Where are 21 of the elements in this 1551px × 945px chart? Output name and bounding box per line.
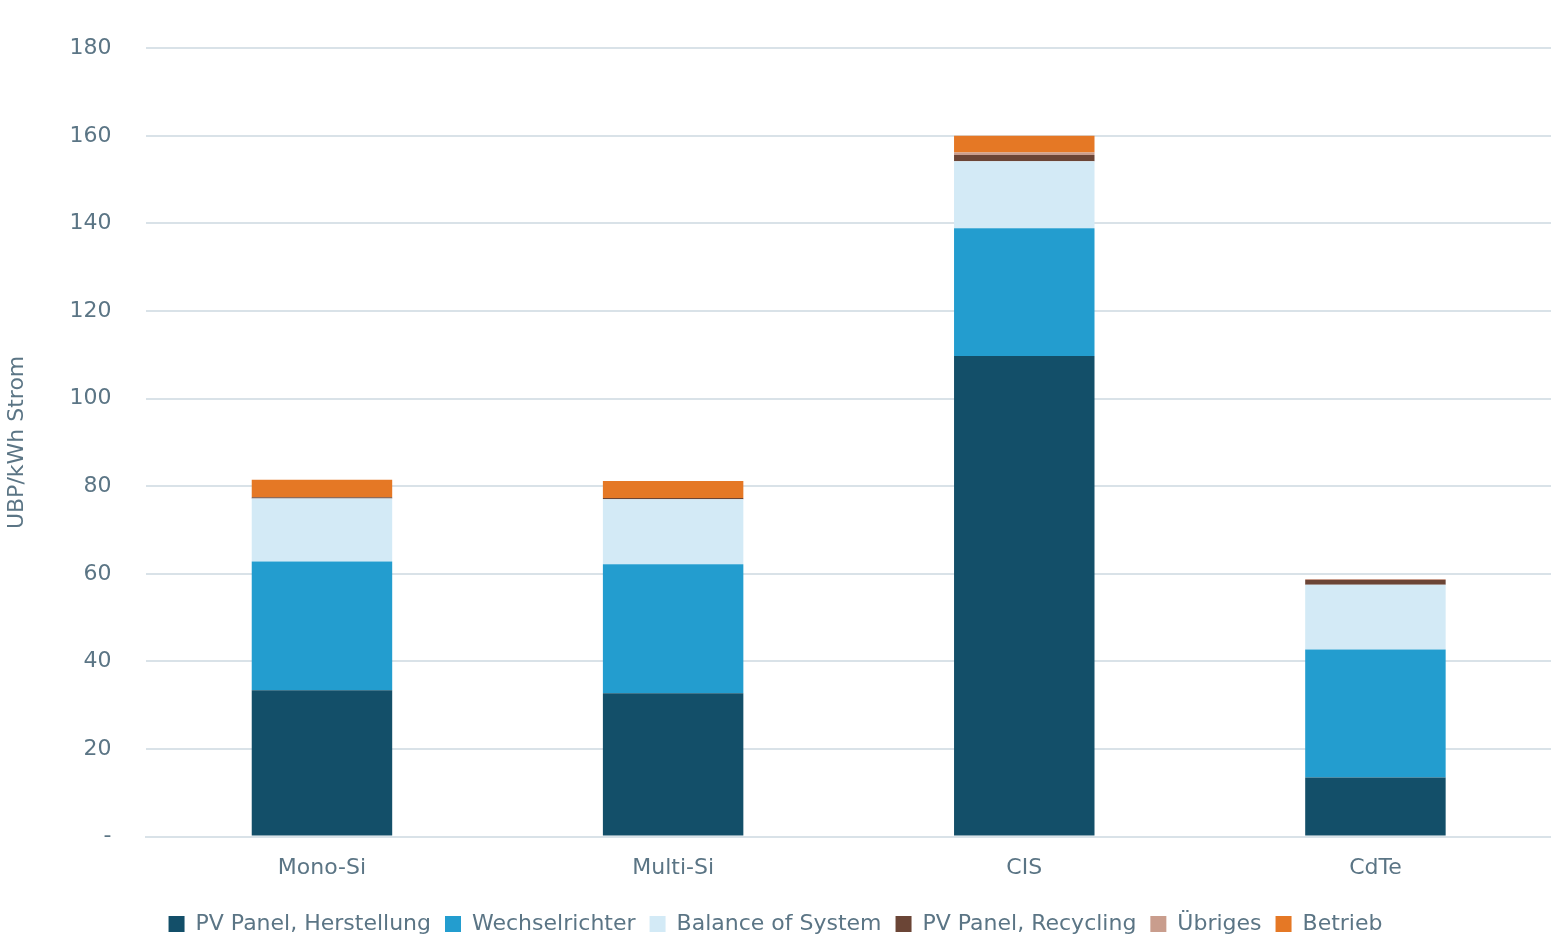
y-tick-label: 180 (69, 33, 112, 59)
y-axis-title: UBP/kWh Strom (2, 355, 28, 530)
y-tick-label: - (103, 822, 112, 848)
x-tick-label: Multi-Si (632, 853, 715, 879)
legend-label: Betrieb (1302, 909, 1383, 935)
legend-label: PV Panel, Recycling (922, 909, 1137, 935)
y-tick-label: 140 (69, 209, 112, 235)
y-tick-label: 120 (69, 296, 112, 322)
legend-label: PV Panel, Herstellung (195, 909, 432, 935)
y-tick-label: 60 (83, 559, 112, 585)
x-tick-label: CdTe (1349, 853, 1402, 879)
y-tick-label: 40 (83, 647, 112, 673)
y-tick-label: 20 (83, 734, 112, 760)
x-tick-label: Mono-Si (277, 853, 367, 879)
legend-label: Balance of System (676, 909, 882, 935)
legend-label: Übriges (1177, 909, 1262, 935)
x-tick-label: CIS (1006, 853, 1043, 879)
legend-label: Wechselrichter (472, 909, 637, 935)
y-tick-label: 100 (69, 384, 112, 410)
y-tick-label: 80 (83, 471, 112, 497)
y-tick-label: 160 (69, 121, 112, 147)
